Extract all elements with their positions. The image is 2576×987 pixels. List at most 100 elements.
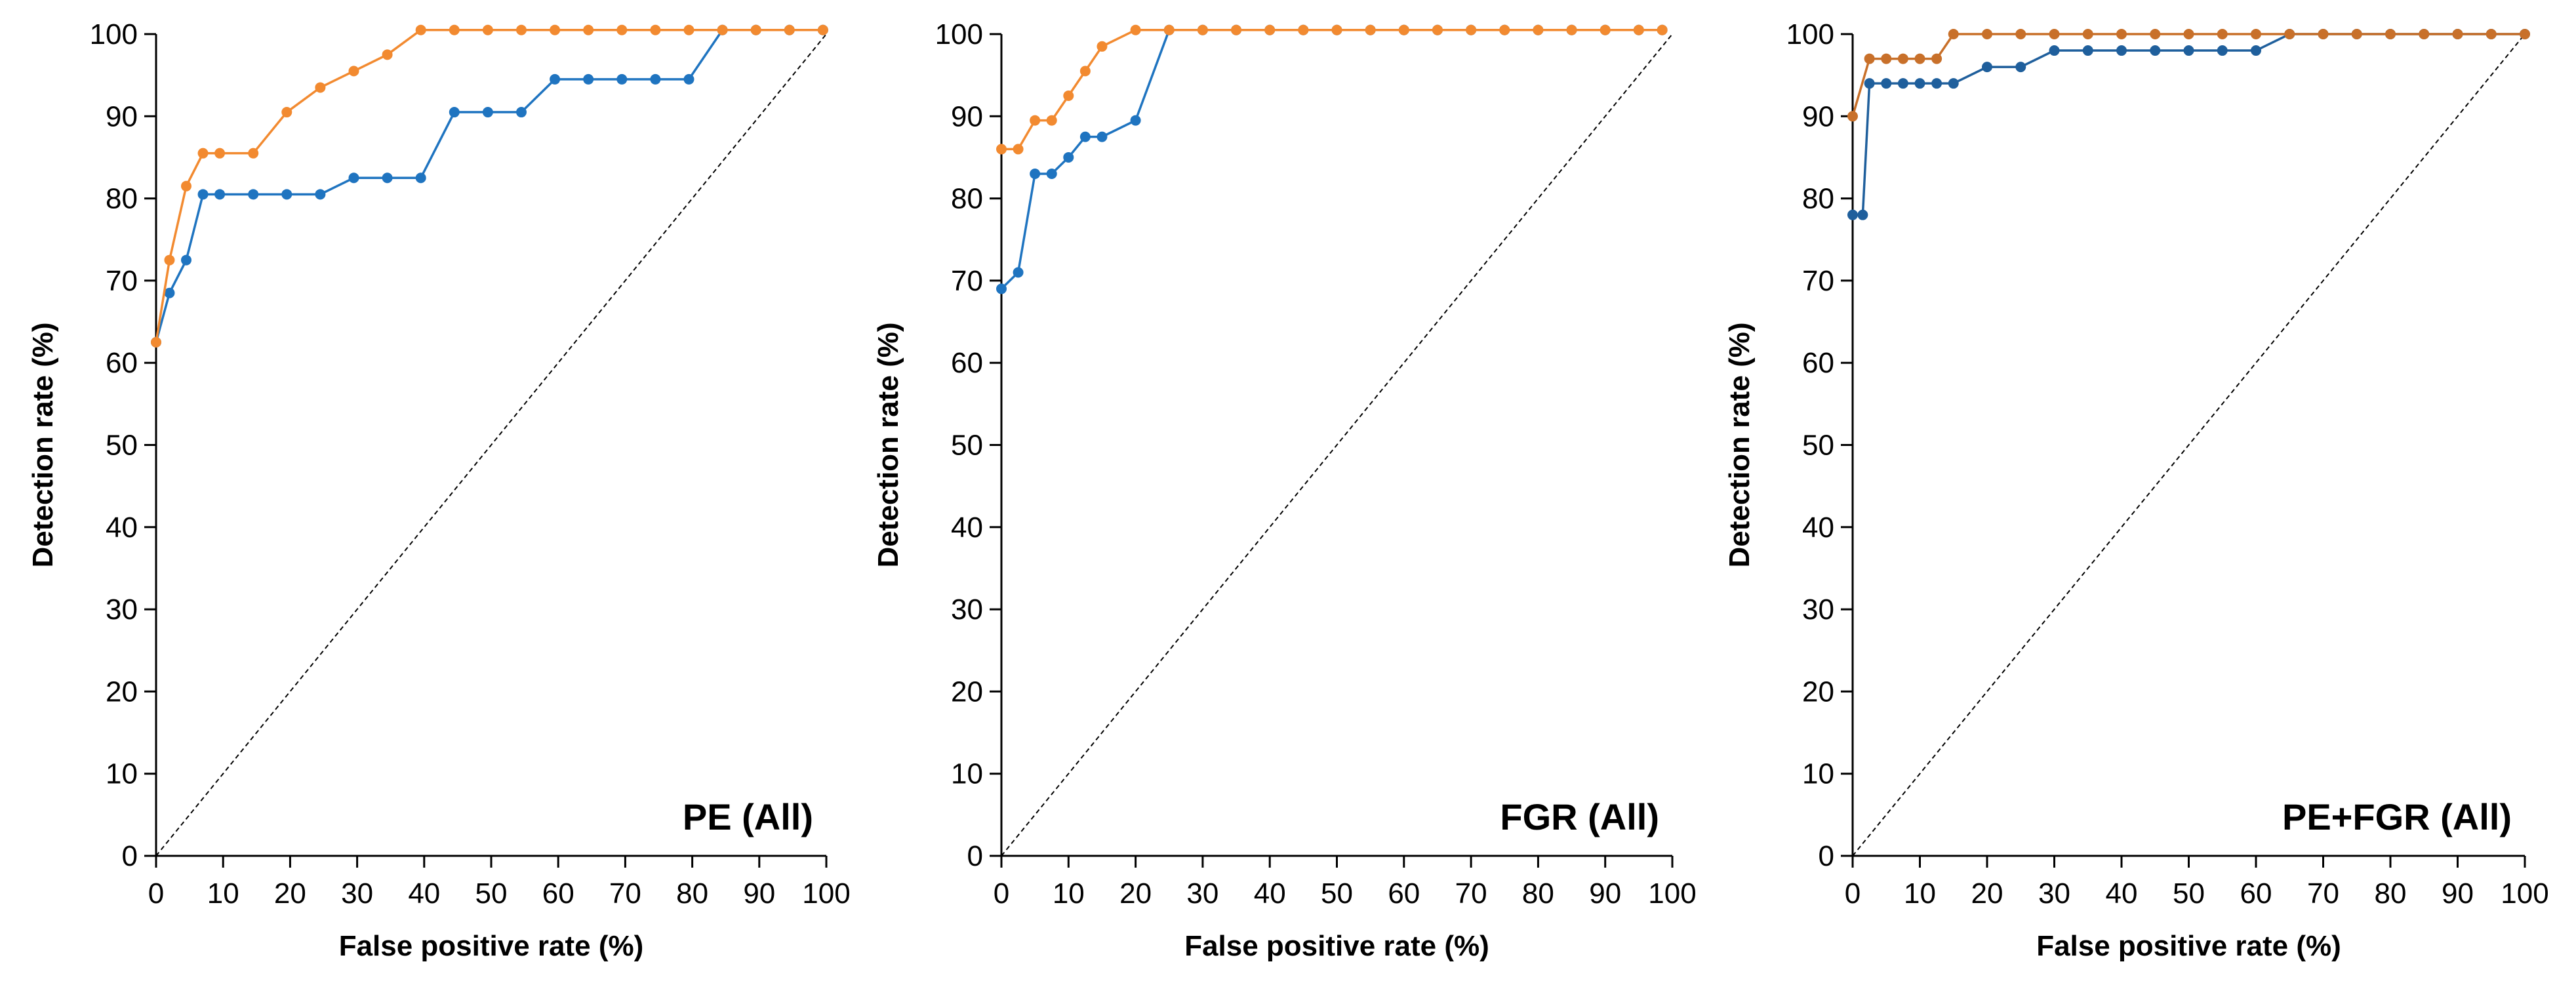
y-tick-label: 30 [106,594,138,626]
series-blue-point [248,189,259,200]
series-orange-point [2251,29,2261,39]
series-blue-point [2015,62,2026,73]
series-orange-point [750,24,761,35]
series-orange-point [996,144,1007,155]
series-orange-point [180,180,191,191]
y-tick-label: 100 [90,18,138,50]
y-tick-label: 40 [106,512,138,544]
x-axis-title: False positive rate (%) [1184,930,1489,962]
x-axis-title: False positive rate (%) [2036,930,2341,962]
series-blue-point [550,73,561,85]
series-blue-point [2049,45,2060,56]
y-tick-label: 0 [967,840,983,872]
series-orange-point [515,24,527,35]
x-tick-label: 100 [802,877,850,910]
x-tick-label: 70 [1455,877,1487,910]
series-orange-point [415,24,426,35]
x-tick-label: 50 [1321,877,1353,910]
y-tick-label: 30 [1802,594,1834,626]
series-orange-point [1847,111,1858,122]
series-blue-point [197,189,209,200]
series-orange-point [214,148,226,159]
series-blue-point [2183,45,2194,56]
x-tick-label: 0 [1845,877,1861,910]
series-orange-point [616,24,628,35]
panel-title: FGR (All) [1500,796,1659,837]
series-orange-point [1948,29,1959,39]
x-tick-label: 10 [1904,877,1936,910]
series-blue-point [2217,45,2228,56]
series-blue-point [996,283,1007,294]
y-tick-label: 100 [935,18,983,50]
series-orange-point [1030,115,1041,126]
series-blue-point [214,189,226,200]
x-tick-label: 50 [2173,877,2205,910]
series-blue-point [382,172,393,184]
y-tick-label: 70 [106,265,138,297]
series-blue-point [616,73,628,85]
series-orange-point [1931,53,1942,64]
series-blue-point [1914,78,1925,89]
y-tick-label: 10 [951,758,983,790]
panel-title: PE (All) [683,796,813,837]
series-orange-point [1331,24,1342,35]
series-blue-point [515,107,527,118]
series-orange-point [2520,29,2530,39]
x-tick-label: 30 [341,877,373,910]
y-tick-label: 50 [1802,430,1834,462]
series-orange-point [248,148,259,159]
x-tick-label: 60 [1388,877,1420,910]
series-blue-point [1857,209,1868,220]
series-blue-point [348,172,359,184]
reference-diagonal-line [1001,33,1673,856]
series-blue-point [2116,45,2127,56]
series-orange-point [1600,24,1611,35]
series-blue-line [155,28,823,343]
series-orange-point [1163,24,1175,35]
x-tick-label: 40 [408,877,440,910]
series-orange-point [1914,53,1925,64]
series-orange-point [1499,24,1510,35]
y-tick-label: 90 [951,100,983,132]
series-orange-point [1264,24,1276,35]
x-tick-label: 100 [1648,877,1696,910]
reference-diagonal-line [1852,33,2526,856]
x-tick-label: 50 [475,877,508,910]
series-orange-point [1633,24,1644,35]
series-orange-point [382,49,393,60]
series-blue-point [1948,78,1959,89]
series-orange-point [2082,29,2093,39]
series-orange-point [281,107,292,118]
x-tick-label: 80 [676,877,708,910]
series-orange-point [1533,24,1544,35]
series-blue-point [1931,78,1942,89]
series-orange-point [1466,24,1477,35]
series-blue-line [1853,33,2525,216]
series-orange-point [1063,90,1074,101]
series-orange-point [2217,29,2228,39]
series-orange-point [151,336,161,348]
series-orange-point [784,24,795,35]
x-tick-label: 30 [2038,877,2070,910]
series-blue-point [2150,45,2161,56]
y-tick-label: 0 [1819,840,1834,872]
x-tick-label: 10 [207,877,239,910]
y-tick-label: 60 [951,347,983,379]
series-orange-point [1897,53,1908,64]
reference-diagonal-line [155,33,827,856]
chart-panel-3: 0 10 20 30 40 50 60 70 80 90 100 0 10 20 30 40 50 60 70 80 9… [1723,18,2549,962]
series-blue-point [1982,62,1992,73]
x-tick-label: 70 [609,877,641,910]
series-orange-point [449,24,460,35]
y-tick-label: 40 [1802,512,1834,544]
y-tick-label: 20 [1802,675,1834,708]
series-blue-line [1000,28,1662,290]
series-orange-point [1197,24,1208,35]
x-tick-label: 60 [542,877,574,910]
series-orange-point [1097,41,1108,52]
series-orange-point [2419,29,2430,39]
y-tick-label: 20 [106,675,138,708]
x-tick-label: 90 [743,877,775,910]
series-orange-point [550,24,561,35]
